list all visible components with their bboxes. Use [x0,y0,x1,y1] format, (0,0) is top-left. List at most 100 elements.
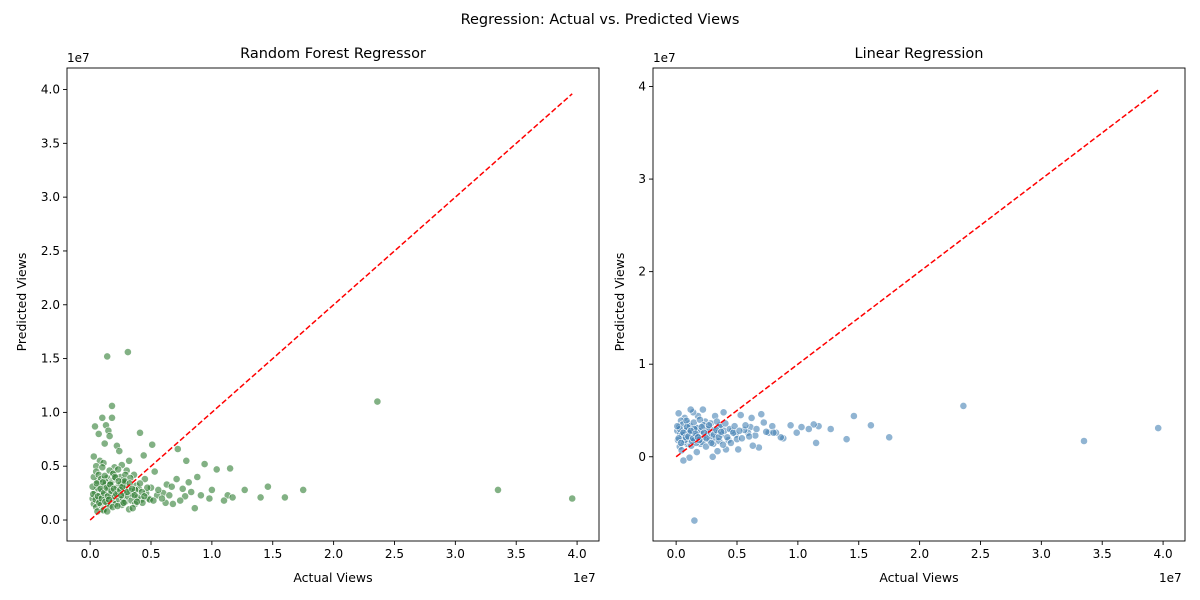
data-point [181,492,189,501]
data-point [736,411,745,419]
data-point [108,413,116,422]
data-point [757,410,766,419]
data-point [745,432,754,441]
data-point [738,434,746,443]
data-point [674,409,683,418]
data-point [717,427,726,436]
y-tick-label: 0 [638,450,646,464]
data-point [256,493,265,502]
data-point [182,456,191,465]
data-point [205,494,214,503]
data-point [673,422,682,431]
data-point [187,488,196,496]
data-point [748,441,757,450]
x-tick-label: 0.0 [667,547,686,561]
data-point [165,491,174,500]
y-tick-label: 1 [638,357,646,371]
x-axis-label: Actual Views [879,570,958,585]
x-tick-label: 3.0 [446,547,465,561]
data-point [959,401,968,410]
x-tick-label: 0.5 [141,547,160,561]
y-tick-label: 4.0 [41,83,60,97]
chart-linear-regression: Linear Regression 1e7 1e7 Actual Views P… [612,46,1186,585]
x-tick-label: 1.0 [788,547,807,561]
data-point [154,485,163,494]
data-point [679,456,688,465]
data-point [792,428,801,437]
data-point [173,445,182,453]
data-point [747,413,756,422]
data-point [797,423,806,431]
data-point [139,451,148,460]
data-point [1154,424,1163,432]
data-point [226,464,234,473]
y-tick-label: 3.0 [41,190,60,204]
data-point [727,438,735,447]
data-point [768,422,777,431]
data-point [707,438,716,447]
x-tick-label: 4.0 [1154,547,1173,561]
data-point [98,413,107,422]
data-point [1080,437,1088,445]
data-point [113,502,122,510]
data-point [677,438,685,447]
data-point [263,482,272,491]
data-point [168,499,177,508]
data-point [136,479,144,488]
axes-frame [652,67,1186,542]
data-point [299,485,308,494]
data-point [178,484,187,493]
data-point [809,420,818,429]
data-point [867,421,875,430]
y-axis-label: Predicted Views [14,253,29,352]
data-point [143,483,152,492]
y-offset-label: 1e7 [653,51,676,65]
y-axis-label: Predicted Views [612,253,627,352]
x-tick-label: 2.0 [324,547,343,561]
x-tick-label: 2.0 [910,547,929,561]
y-tick-label: 2.0 [41,298,60,312]
data-point [702,434,711,443]
data-point [207,485,216,494]
y-tick-label: 0.0 [41,513,60,527]
data-point [149,496,158,505]
data-point [220,496,228,505]
x-tick-label: 1.0 [202,547,221,561]
data-point [167,482,176,491]
data-point [108,401,116,410]
data-point [762,427,771,436]
data-point [734,445,743,454]
y-tick-label: 3 [638,172,646,186]
data-point [713,447,722,456]
data-point [98,463,107,472]
data-point [692,448,701,456]
x-tick-label: 3.0 [1032,547,1051,561]
data-point [494,485,502,494]
data-point [99,478,107,487]
reference-line [675,89,1159,458]
chart-title: Random Forest Regressor [240,46,426,62]
data-point [690,516,699,525]
x-tick-label: 2.5 [385,547,404,561]
data-point [702,442,710,451]
data-point [172,475,181,483]
data-points [88,348,577,516]
data-points [673,401,1163,525]
x-tick-label: 0.0 [81,547,100,561]
data-point [719,408,728,417]
data-point [705,421,713,430]
data-point [140,492,149,501]
plot-area: 0.0 0.5 1.0 1.5 2.0 2.5 3.0 3.5 4.0 0 1 2 3 4 [638,67,1186,561]
x-offset-label: 1e7 [573,571,596,585]
y-tick-label: 1.0 [41,405,60,419]
data-point [812,438,820,447]
y-tick-label: 0.5 [41,459,60,473]
x-offset-label: 1e7 [1159,571,1182,585]
data-point [735,426,744,435]
data-point [105,495,113,504]
x-tick-label: 0.5 [727,547,746,561]
x-axis-label: Actual Views [293,570,372,585]
data-point [280,493,289,502]
data-point [89,452,98,461]
